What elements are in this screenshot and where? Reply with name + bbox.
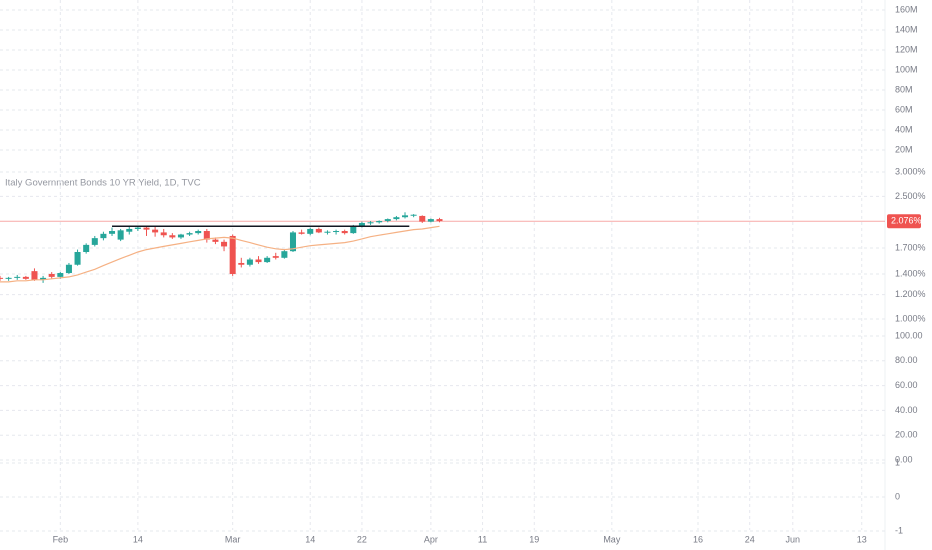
candle-body (152, 229, 159, 233)
x-tick-label: Mar (225, 534, 241, 544)
candle-body (307, 228, 314, 234)
candle-body (358, 222, 365, 227)
candle-body (91, 238, 98, 245)
candle-body (289, 232, 297, 252)
candle-body (65, 264, 72, 274)
y-tick-label: 80M (895, 84, 913, 94)
candle-body (22, 276, 29, 279)
candle-body (186, 233, 193, 235)
candle-body (436, 219, 443, 222)
y-tick-label: 60M (895, 104, 913, 114)
y-tick-label: 100.00 (895, 330, 923, 340)
y-tick-label: 3.000% (895, 166, 926, 176)
y-tick-label: 0 (895, 491, 900, 501)
y-tick-label: 100M (895, 64, 918, 74)
x-tick-label: 14 (305, 534, 315, 544)
moving-average (0, 225, 440, 283)
candle-body (419, 215, 426, 222)
y-tick-label: 1.200% (895, 289, 926, 299)
candle-body (40, 277, 47, 280)
y-tick-label: 40M (895, 124, 913, 134)
y-tick-label: 2.500% (895, 191, 926, 201)
candle-body (427, 219, 434, 222)
x-tick-label: 11 (478, 534, 487, 544)
candle-body (212, 239, 219, 242)
y-tick-label: 1.000% (895, 313, 926, 323)
candle-body (315, 228, 322, 233)
x-tick-label: 13 (857, 534, 867, 544)
y-tick-label: 0.00 (895, 454, 913, 464)
candle-body (376, 221, 383, 223)
current-price-badge (887, 214, 921, 229)
candle-body (324, 231, 331, 233)
y-tick-label: 120M (895, 44, 918, 54)
x-tick-label: 14 (133, 534, 143, 544)
y-tick-label: 1.400% (895, 268, 926, 278)
y-tick-label: 80.00 (895, 355, 918, 365)
candle-body (203, 231, 210, 240)
candle-body (272, 256, 279, 258)
y-tick-label: 1.700% (895, 242, 926, 252)
candle-body (341, 231, 348, 234)
y-tick-label: 160M (895, 4, 918, 14)
candle-body (177, 234, 184, 238)
y-tick-label: 60.00 (895, 380, 918, 390)
candle-body (367, 222, 374, 224)
candle-body (14, 276, 21, 278)
candle-body (281, 251, 288, 258)
candle-body (229, 235, 236, 274)
candle-body (117, 230, 124, 240)
candle-body (5, 277, 12, 279)
candle-body (384, 219, 391, 222)
candle-body (31, 271, 38, 280)
candle-body (246, 259, 253, 265)
candle-body (298, 232, 305, 234)
candle-body (126, 228, 133, 232)
y-tick-label: 20.00 (895, 430, 918, 440)
candle-body (134, 227, 141, 229)
candle-body (401, 215, 409, 218)
candle-body (350, 226, 357, 234)
candle-body (393, 217, 400, 220)
chart-title: Italy Government Bonds 10 YR Yield, 1D, … (5, 178, 201, 189)
candle-body (83, 244, 90, 252)
x-tick-label: 16 (693, 534, 703, 544)
candle-body (0, 277, 4, 279)
y-tick-label: -1 (895, 525, 903, 535)
x-tick-label: 24 (745, 534, 755, 544)
candle-body (410, 214, 417, 216)
candle-body (57, 273, 64, 277)
y-tick-label: 40.00 (895, 405, 918, 415)
x-tick-label: May (603, 534, 621, 544)
candle-body (109, 231, 116, 234)
candle-body (255, 259, 262, 263)
x-tick-label: 19 (529, 534, 539, 544)
candle-body (48, 273, 55, 277)
x-tick-label: Jun (786, 534, 801, 544)
candle-body (100, 233, 107, 239)
y-tick-label: 20M (895, 144, 913, 154)
candle-body (160, 232, 167, 236)
candle-body (143, 227, 150, 230)
current-price-label: 2.076% (891, 216, 922, 226)
candle-body (169, 235, 176, 238)
y-tick-label: 1 (895, 457, 900, 467)
candle-body (264, 257, 271, 263)
candle-body (74, 251, 81, 265)
x-tick-label: Apr (424, 534, 438, 544)
x-tick-label: 22 (357, 534, 367, 544)
candle-body (333, 231, 340, 233)
candle-body (195, 231, 202, 234)
x-tick-label: Feb (53, 534, 69, 544)
candle-body (221, 241, 228, 247)
y-tick-label: 140M (895, 24, 918, 34)
candle-body (238, 262, 245, 265)
